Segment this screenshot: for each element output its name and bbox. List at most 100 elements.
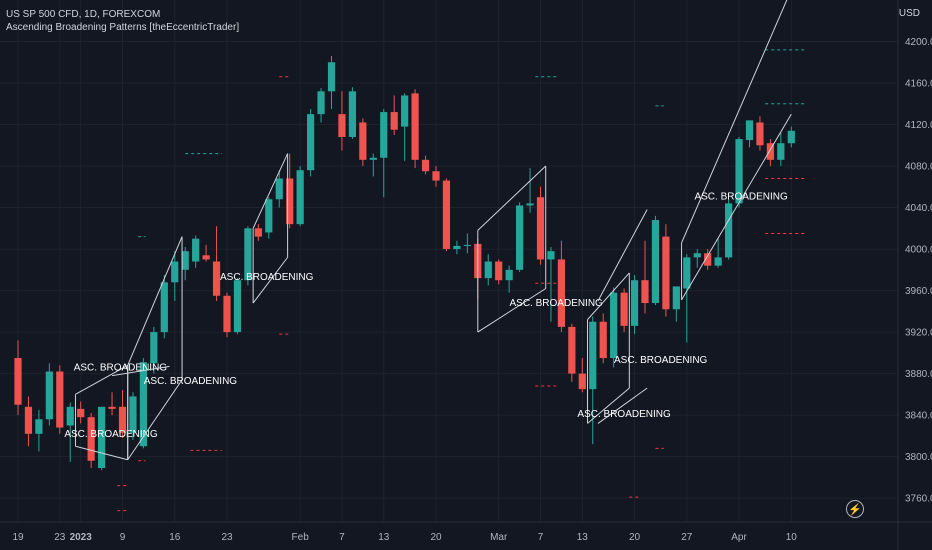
candle-body xyxy=(401,95,409,127)
time-tick-label: 27 xyxy=(681,532,693,543)
time-tick-label: 10 xyxy=(786,532,798,543)
time-tick-label: 9 xyxy=(120,532,126,543)
candle-body xyxy=(45,371,53,420)
candle-body xyxy=(390,112,398,130)
price-tick-label: 3840.0 xyxy=(905,411,932,422)
candle-body xyxy=(244,228,252,281)
time-tick-label: 19 xyxy=(12,532,24,543)
time-tick-label: 20 xyxy=(430,532,442,543)
candle-body xyxy=(578,373,586,390)
candle-body xyxy=(745,120,754,141)
candle-body xyxy=(495,261,503,281)
time-tick-label: 7 xyxy=(538,532,544,543)
pattern-upper-line xyxy=(75,364,128,395)
candle-body xyxy=(129,396,137,433)
pattern-label: ASC. BROADENING xyxy=(614,355,708,366)
candle-body xyxy=(704,253,712,266)
lightning-icon[interactable]: ⚡ xyxy=(846,500,864,518)
candle-body xyxy=(651,220,660,304)
pattern-lower-line xyxy=(597,387,648,424)
candle-body xyxy=(610,292,618,359)
candle-body xyxy=(662,236,670,310)
candle-body xyxy=(150,332,158,364)
candle-body xyxy=(442,180,451,250)
pattern-upper-line xyxy=(597,209,648,302)
candle-body xyxy=(35,419,43,434)
candle-body xyxy=(568,326,576,374)
candle-body xyxy=(683,257,691,289)
candle-body xyxy=(118,406,127,433)
candle-body xyxy=(77,408,85,418)
candle-body xyxy=(725,203,733,258)
candle-body xyxy=(421,159,430,172)
price-tick-label: 4080.0 xyxy=(905,162,932,173)
candle-body xyxy=(212,261,221,296)
price-tick-label: 3800.0 xyxy=(905,452,932,463)
candle-body xyxy=(286,178,294,225)
price-tick-label: 3920.0 xyxy=(905,328,932,339)
time-tick-label: 23 xyxy=(221,532,233,543)
pattern-label: ASC. BROADENING xyxy=(694,191,788,202)
candle-body xyxy=(192,238,200,262)
candle-body xyxy=(714,257,722,266)
candle-body xyxy=(777,143,785,160)
candle-body xyxy=(139,362,147,447)
symbol-legend[interactable]: US SP 500 CFD, 1D, FOREXCOM xyxy=(6,9,161,20)
candle-body xyxy=(338,114,346,137)
time-tick-label: 20 xyxy=(629,532,641,543)
pattern-upper-line xyxy=(252,153,289,229)
candle-body xyxy=(296,170,304,225)
pattern-lower-line xyxy=(681,113,792,301)
candle-body xyxy=(505,269,513,281)
time-tick-label: Feb xyxy=(292,532,310,543)
candle-body xyxy=(359,122,367,160)
price-tick-label: 4200.0 xyxy=(905,37,932,48)
pattern-upper-line xyxy=(127,236,183,366)
candle-body xyxy=(411,93,419,160)
pattern-label: ASC. BROADENING xyxy=(74,362,168,373)
candle-body xyxy=(223,295,231,333)
pattern-label: ASC. BROADENING xyxy=(220,272,314,283)
time-tick-label: 16 xyxy=(169,532,181,543)
candle-body xyxy=(557,259,565,327)
candle-body xyxy=(641,280,649,304)
candle-body xyxy=(14,358,22,405)
time-tick-label: 13 xyxy=(577,532,589,543)
candle-body xyxy=(484,261,492,279)
pattern-label: ASC. BROADENING xyxy=(144,376,238,387)
indicator-legend[interactable]: Ascending Broadening Patterns [theEccent… xyxy=(6,22,240,33)
pattern-upper-line xyxy=(587,272,630,320)
candle-body xyxy=(56,371,64,428)
candle-body xyxy=(24,406,33,434)
candle-body xyxy=(171,261,179,283)
candle-body xyxy=(432,171,440,181)
candle-body xyxy=(327,62,336,92)
candle-body xyxy=(348,91,356,137)
candle-body xyxy=(526,203,534,206)
candle-body xyxy=(453,245,461,250)
pattern-lower-line xyxy=(477,288,546,333)
candle-body xyxy=(254,228,262,237)
candle-body xyxy=(547,251,555,260)
candle-body xyxy=(630,280,639,326)
candle-body xyxy=(589,321,597,390)
pattern-upper-line xyxy=(681,0,788,244)
candle-body xyxy=(766,143,774,160)
pattern-label: ASC. BROADENING xyxy=(64,429,158,440)
pattern-label: ASC. BROADENING xyxy=(577,409,671,420)
currency-label: USD xyxy=(898,8,920,19)
time-tick-label: 7 xyxy=(339,532,345,543)
candle-body xyxy=(672,286,680,310)
candle-body xyxy=(181,251,189,270)
pattern-upper-line xyxy=(477,165,547,231)
candle-body xyxy=(380,112,388,158)
time-tick-label: 23 xyxy=(54,532,66,543)
candle-body xyxy=(98,406,106,469)
price-tick-label: 3960.0 xyxy=(905,286,932,297)
time-tick-label: Apr xyxy=(731,532,747,543)
candle-body xyxy=(756,122,764,146)
pattern-lower-line xyxy=(127,379,183,461)
candle-body xyxy=(536,197,545,260)
